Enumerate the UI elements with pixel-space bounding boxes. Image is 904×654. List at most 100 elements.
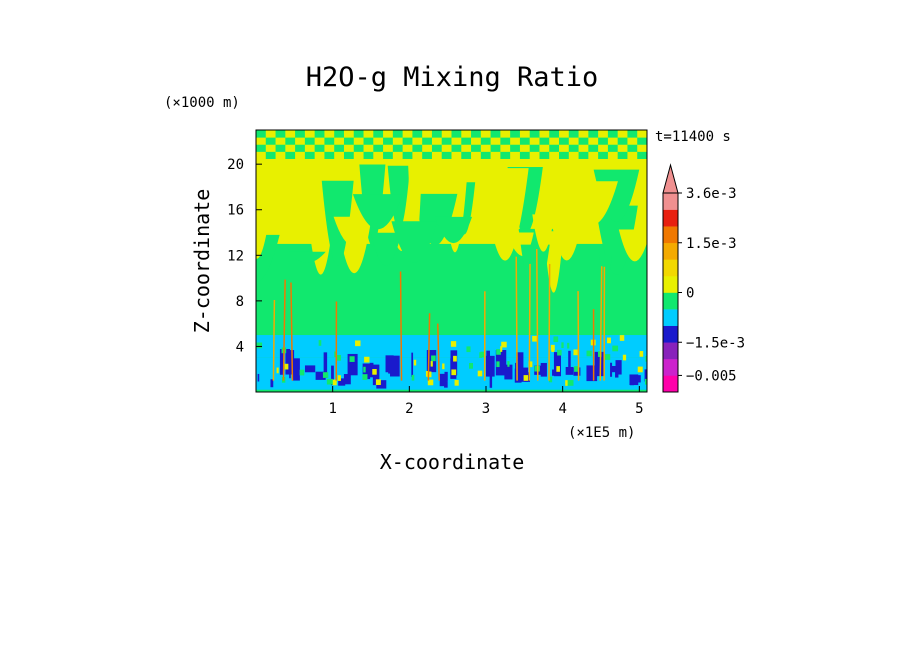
checker-cell [334, 137, 345, 145]
x-unit-label: (×1E5 m) [568, 425, 635, 441]
checker-cell [373, 137, 384, 145]
blue-patch [315, 371, 326, 380]
checker-cell [441, 144, 452, 152]
mixed-speck [430, 360, 433, 367]
colorbar-segment-7 [663, 259, 678, 277]
checker-cell [392, 151, 404, 159]
checker-cell [617, 144, 628, 152]
blue-patch [610, 362, 613, 377]
checker-cell [588, 151, 599, 159]
mixed-speck [548, 376, 553, 383]
checker-cell [343, 137, 355, 145]
checker-cell [490, 144, 501, 152]
blue-patch [338, 378, 346, 386]
checker-cell [637, 130, 647, 138]
checker-cell [568, 130, 580, 138]
mixed-speck [372, 369, 377, 375]
checker-cell [441, 137, 452, 145]
updraft-streak [437, 323, 440, 381]
checker-cell [412, 144, 423, 152]
blue-patch [347, 353, 358, 376]
checker-cell [480, 144, 492, 152]
blue-patch [411, 352, 414, 377]
checker-cell [353, 151, 365, 159]
mixed-speck [501, 341, 507, 348]
checker-cell [383, 137, 394, 145]
y-tick-label: 4 [236, 339, 244, 355]
checker-cell [559, 144, 570, 152]
plume-region [520, 244, 550, 299]
checker-cell [285, 151, 296, 159]
mixed-speck [318, 340, 322, 346]
checker-cell [256, 137, 267, 145]
mixed-speck [496, 349, 501, 355]
blue-patch [372, 364, 380, 386]
checker-cell [314, 151, 325, 159]
plume-region [391, 221, 438, 263]
checker-cell [353, 137, 365, 145]
checker-cell [363, 137, 374, 145]
checker-cell [392, 137, 404, 145]
blue-patch [257, 373, 260, 382]
checker-cell [559, 137, 570, 145]
updraft-streak [515, 256, 518, 381]
checker-cell [275, 144, 286, 152]
mixed-speck [604, 354, 611, 360]
checker-cell [402, 144, 413, 152]
colorbar-segment-1 [663, 358, 678, 376]
checker-cell [441, 130, 452, 138]
checker-cell [461, 130, 472, 138]
checker-cell [295, 130, 306, 138]
colorbar-segment-8 [663, 242, 678, 260]
checker-cell [627, 137, 638, 145]
mixed-speck [557, 349, 562, 356]
colorbar-arrow [662, 163, 679, 194]
colorbar-segment-0 [663, 375, 678, 393]
checker-cell [529, 151, 540, 159]
checker-cell [617, 137, 628, 145]
checker-cell [578, 130, 589, 138]
checker-cell [383, 144, 394, 152]
mixed-speck [413, 359, 417, 366]
checker-cell [461, 151, 472, 159]
checker-cell [559, 151, 570, 159]
blue-patch [292, 358, 300, 381]
checker-cell [334, 144, 345, 152]
checker-cell [265, 144, 277, 152]
checker-cell [568, 137, 580, 145]
colorbar-segment-4 [663, 309, 678, 326]
checker-cell [383, 151, 394, 159]
updraft-streak [548, 263, 551, 381]
mixed-speck [284, 363, 289, 370]
checker-cell [383, 130, 394, 138]
mixed-speck [496, 361, 500, 368]
checker-cell [529, 144, 540, 152]
checker-cell [480, 137, 492, 145]
mixed-speck [532, 335, 538, 342]
blue-patch [615, 360, 622, 375]
colorbar: 3.6e-3 1.5e-3 0 −1.5e-3 −0.005 [662, 163, 745, 393]
x-tick-label: 2 [405, 401, 413, 417]
x-tick-label: 1 [328, 401, 336, 417]
checker-cell [627, 144, 638, 152]
mixed-speck [597, 351, 602, 357]
mixed-speck [574, 366, 578, 372]
checker-cell [539, 130, 550, 138]
y-axis-label: Z-coordinate [190, 189, 214, 334]
checker-cell [304, 151, 316, 159]
mixed-speck [431, 355, 436, 362]
blue-patch [385, 355, 394, 373]
checker-cell [334, 130, 345, 138]
mixed-speck [622, 354, 627, 361]
mixed-speck [364, 356, 370, 363]
checker-cell [607, 144, 619, 152]
checker-cell [588, 130, 599, 138]
x-tick-label: 5 [635, 401, 643, 417]
checker-cell [500, 130, 511, 138]
checker-cell [529, 130, 540, 138]
checker-cell [519, 130, 531, 138]
checker-cell [490, 130, 501, 138]
mixed-speck [425, 370, 429, 377]
checker-cell [529, 137, 540, 145]
